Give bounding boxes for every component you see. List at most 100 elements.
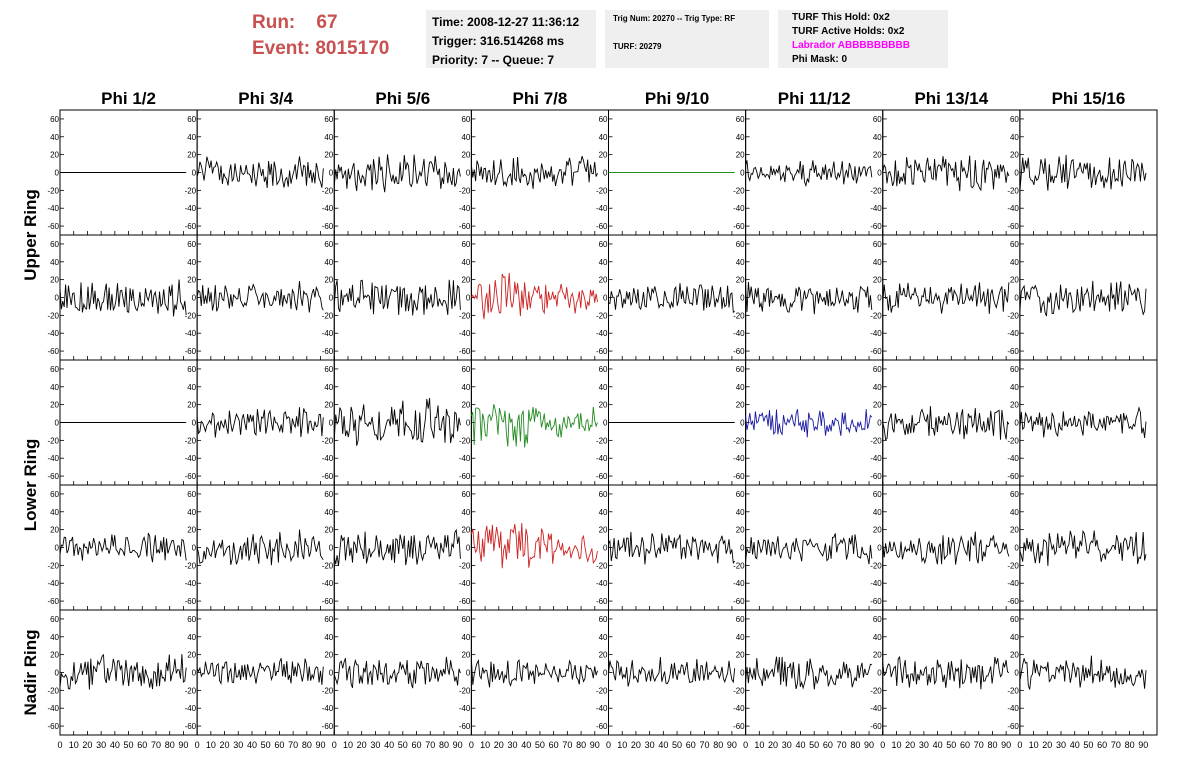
y-tick-label: 40 [736,383,745,392]
y-tick-label: 60 [50,490,59,499]
y-tick-label: 0 [1014,669,1019,678]
x-tick-label: 40 [384,740,394,750]
y-tick-label: 20 [599,526,608,535]
column-title: Phi 15/16 [1052,89,1126,108]
x-tick-label: 50 [535,740,545,750]
y-tick-label: 40 [873,133,882,142]
y-tick-label: 20 [1010,276,1019,285]
waveform-trace [333,398,461,446]
y-tick-label: -20 [459,686,471,695]
x-tick-label: 50 [398,740,408,750]
y-tick-label: 20 [461,651,470,660]
y-tick-label: -20 [870,436,882,445]
y-tick-label: 0 [192,669,197,678]
y-tick-label: 60 [736,490,745,499]
y-tick-label: -20 [733,311,745,320]
column-title: Phi 3/4 [238,89,293,108]
y-tick-label: 20 [1010,401,1019,410]
y-tick-label: -60 [733,722,745,731]
y-tick-label: -60 [1007,347,1019,356]
y-tick-label: -20 [733,436,745,445]
y-tick-label: -40 [870,704,882,713]
waveform-trace [333,656,461,689]
y-tick-label: -60 [322,347,334,356]
waveform-trace [608,656,736,687]
x-tick-label: 0 [57,740,62,750]
y-tick-label: -40 [322,204,334,213]
y-tick-label: -40 [1007,454,1019,463]
y-tick-label: 0 [329,669,334,678]
y-tick-label: -60 [870,222,882,231]
y-tick-label: 0 [466,544,471,553]
x-tick-label: 20 [768,740,778,750]
x-tick-label: 70 [1111,740,1121,750]
x-tick-label: 60 [960,740,970,750]
y-tick-label: -20 [322,686,334,695]
y-tick-label: 0 [1014,419,1019,428]
waveform-trace [196,156,324,189]
y-tick-label: 60 [599,240,608,249]
waveform-trace [882,655,1010,690]
y-tick-label: -40 [1007,329,1019,338]
x-tick-label: 60 [274,740,284,750]
x-tick-label: 0 [880,740,885,750]
y-tick-label: 0 [877,544,882,553]
x-tick-label: 10 [617,740,627,750]
y-tick-label: 20 [461,151,470,160]
y-tick-label: -60 [733,472,745,481]
y-tick-label: 40 [50,508,59,517]
waveform-trace [1019,529,1147,566]
x-tick-label: 50 [809,740,819,750]
turf-this-hold-text: TURF This Hold: 0x2 [792,12,890,23]
y-tick-label: -20 [1007,561,1019,570]
y-tick-label: 0 [1014,294,1019,303]
y-tick-label: 60 [187,240,196,249]
x-tick-label: 60 [549,740,559,750]
y-tick-label: 0 [466,669,471,678]
y-tick-label: -20 [1007,186,1019,195]
waveform-trace [196,407,324,438]
waveform-trace [1019,655,1147,690]
waveform-trace [470,155,598,189]
waveform-trace [333,154,461,193]
panel-frame [608,234,747,361]
y-tick-label: 60 [50,240,59,249]
y-tick-label: -40 [47,579,59,588]
y-tick-label: -20 [1007,436,1019,445]
y-tick-label: 40 [324,633,333,642]
x-tick-label: 20 [1042,740,1052,750]
panel-frame [196,609,335,736]
y-tick-label: -60 [870,722,882,731]
y-tick-label: 60 [873,240,882,249]
x-tick-label: 50 [672,740,682,750]
y-tick-label: -20 [596,436,608,445]
y-tick-label: 20 [50,651,59,660]
y-tick-label: 0 [55,544,60,553]
y-tick-label: -20 [596,561,608,570]
y-tick-label: -40 [596,204,608,213]
x-tick-label: 80 [1125,740,1135,750]
y-tick-label: 0 [329,294,334,303]
x-tick-label: 80 [576,740,586,750]
y-tick-label: 60 [187,615,196,624]
y-tick-label: 20 [736,401,745,410]
ring-label: Upper Ring [21,189,40,281]
y-tick-label: -20 [459,561,471,570]
y-tick-label: -40 [733,454,745,463]
y-tick-label: -20 [185,311,197,320]
y-tick-label: -60 [1007,472,1019,481]
x-tick-label: 90 [453,740,463,750]
y-tick-label: -60 [1007,722,1019,731]
y-tick-label: 40 [324,383,333,392]
y-tick-label: 0 [603,419,608,428]
x-tick-label: 80 [713,740,723,750]
y-tick-label: 60 [1010,365,1019,374]
y-tick-label: -20 [47,561,59,570]
y-tick-label: -20 [1007,311,1019,320]
y-tick-label: 20 [1010,151,1019,160]
y-tick-label: -40 [322,704,334,713]
y-tick-label: 0 [877,419,882,428]
x-tick-label: 40 [795,740,805,750]
y-tick-label: 0 [55,669,60,678]
y-tick-label: 60 [873,615,882,624]
